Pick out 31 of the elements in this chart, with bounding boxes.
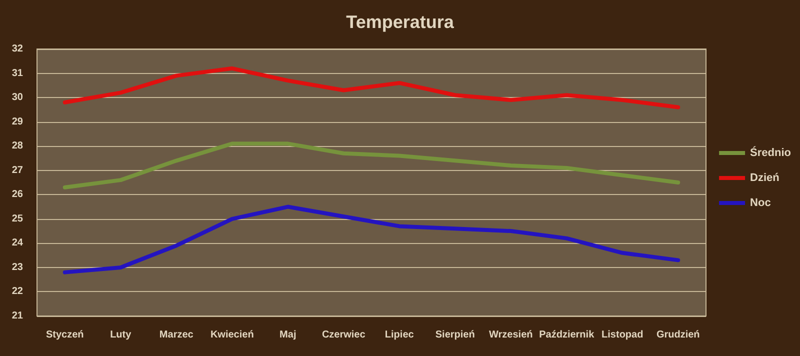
line-series bbox=[62, 66, 680, 110]
y-tick-label: 26 bbox=[12, 189, 24, 200]
x-tick-label: Kwiecień bbox=[210, 330, 254, 340]
x-tick-label: Maj bbox=[280, 330, 296, 340]
x-tick-label: Marzec bbox=[159, 330, 194, 340]
y-tick-label: 22 bbox=[12, 286, 24, 298]
legend-label: Dzień bbox=[750, 172, 780, 184]
x-tick-label: Czerwiec bbox=[322, 330, 366, 340]
x-tick-label: Sierpień bbox=[435, 330, 475, 340]
x-tick-label: Listopad bbox=[602, 330, 644, 340]
x-tick-label: Październik bbox=[539, 330, 595, 340]
legend-label: Średnio bbox=[750, 146, 792, 159]
x-tick-label: Lipiec bbox=[384, 330, 414, 340]
chart-title: Temperatura bbox=[346, 12, 455, 32]
y-tick-label: 27 bbox=[12, 164, 24, 176]
y-tick-label: 31 bbox=[12, 68, 24, 79]
y-tick-label: 21 bbox=[12, 310, 24, 322]
x-tick-label: Luty bbox=[110, 330, 132, 340]
line-series bbox=[62, 204, 680, 274]
legend-label: Noc bbox=[750, 197, 771, 209]
y-tick-label: 25 bbox=[12, 213, 24, 224]
x-tick-label: Grudzień bbox=[656, 330, 700, 340]
y-tick-label: 24 bbox=[12, 238, 24, 249]
line-series bbox=[62, 142, 680, 190]
x-tick-label: Wrzesień bbox=[489, 330, 533, 340]
y-tick-label: 32 bbox=[12, 44, 24, 54]
y-tick-label: 30 bbox=[12, 92, 24, 104]
y-tick-label: 28 bbox=[12, 140, 24, 152]
x-tick-label: Styczeń bbox=[46, 330, 84, 340]
y-tick-label: 29 bbox=[12, 116, 24, 128]
y-tick-label: 23 bbox=[12, 262, 24, 273]
